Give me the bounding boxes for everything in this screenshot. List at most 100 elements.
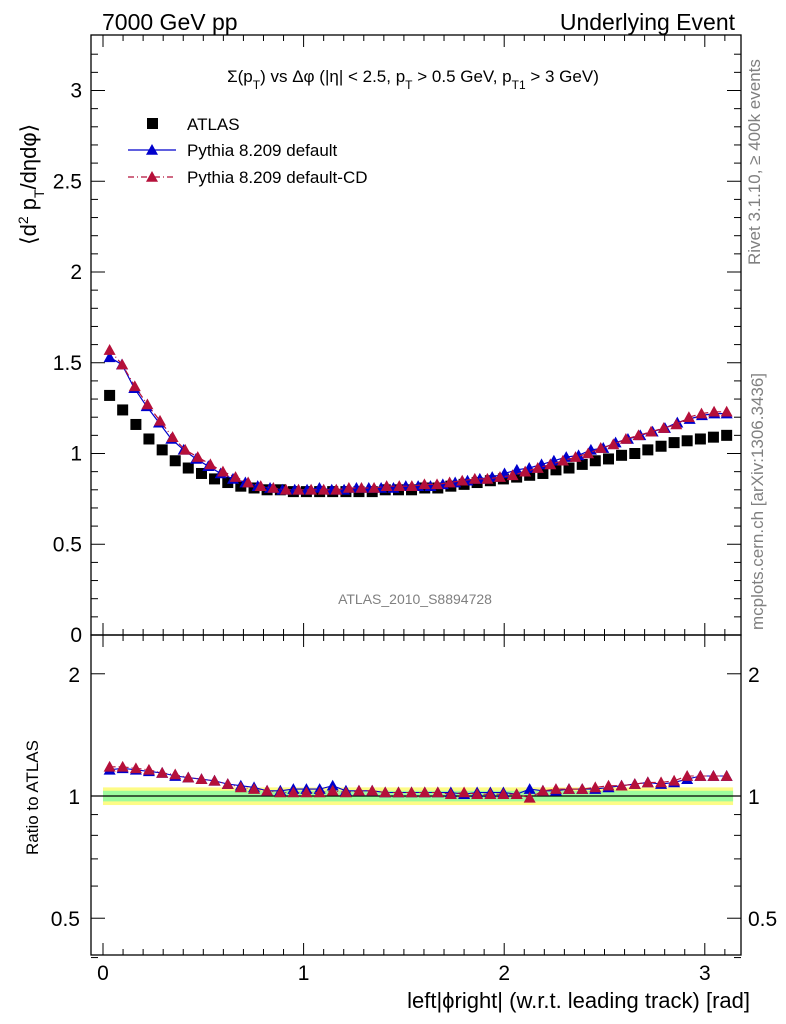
ratio-cd-point — [484, 788, 497, 800]
ratio-cd-point — [668, 774, 681, 786]
pythia-cd-point — [682, 411, 695, 422]
legend-label: Pythia 8.209 default — [187, 141, 338, 160]
pythia-cd-point — [619, 432, 632, 444]
ratio-cd-point — [602, 779, 615, 791]
ratio-cd-point — [523, 791, 536, 803]
ratio-cd-point — [195, 773, 208, 784]
pythia-cd-point — [481, 472, 494, 484]
ratio-cd-point — [431, 786, 444, 798]
pythia-cd-point — [128, 380, 141, 392]
pythia-cd-point — [670, 418, 683, 430]
ratio-ylabel: Ratio to ATLAS — [23, 740, 42, 855]
ratio-cd-point — [615, 779, 628, 791]
ratio-cd-point — [287, 786, 300, 798]
ratio-cd-point — [641, 776, 654, 788]
pythia-cd-point — [292, 483, 305, 495]
pythia-cd-point — [720, 405, 733, 417]
rivet-version-text: Rivet 3.1.10, ≥ 400k events — [745, 59, 764, 265]
pythia-cd-point — [393, 480, 406, 491]
ratio-cd-point — [129, 762, 142, 774]
pythia-cd-point — [405, 480, 418, 491]
y-tick-label: 2 — [70, 261, 82, 284]
pythia-cd-point — [418, 478, 431, 490]
pythia-cd-point — [368, 481, 381, 493]
ratio-cd-point — [169, 768, 182, 780]
atlas-data-point — [616, 449, 628, 461]
atlas-data-point — [589, 455, 601, 467]
pythia-cd-point — [519, 465, 532, 477]
atlas-data-point — [603, 453, 615, 465]
pythia-default-point — [103, 351, 116, 363]
atlas-data-point — [130, 418, 142, 430]
ratio-cd-point — [261, 784, 274, 796]
x-tick-label: 1 — [298, 962, 310, 985]
plot-frames — [90, 34, 742, 956]
ratio-cd-point — [549, 783, 562, 794]
ratio-cd-point — [208, 774, 221, 786]
ratio-cd-point — [576, 783, 589, 794]
pythia-cd-point — [695, 407, 708, 419]
ratio-cd-point — [300, 786, 313, 798]
ratio-cd-point — [379, 786, 392, 798]
ratio-cd-point — [655, 776, 668, 788]
analysis-id-label: ATLAS_2010_S8894728 — [338, 591, 492, 607]
ratio-cd-point — [116, 760, 129, 772]
ratio-y-tick-label-right: 0.5 — [748, 908, 777, 931]
atlas-data-point — [576, 458, 588, 470]
y-tick-label: 0.5 — [53, 533, 82, 556]
ratio-cd-point — [418, 786, 431, 798]
atlas-data-point — [655, 440, 667, 452]
ratio-cd-point — [221, 778, 234, 789]
legend: ATLAS Pythia 8.209 default Pythia 8.209 de… — [128, 115, 368, 187]
atlas-data-point — [182, 462, 194, 474]
x-axis-label: left|ϕright| (w.r.t. leading track) [rad… — [407, 988, 750, 1013]
ratio-cd-point — [458, 786, 471, 798]
pythia-cd-point — [153, 414, 166, 426]
pythia-cd-point — [456, 474, 469, 486]
ratio-cd-point — [103, 760, 116, 772]
pythia-cd-point — [645, 425, 658, 437]
ratio-cd-point — [444, 788, 457, 800]
main-ylabel: ⟨d2 pT/dηdφ⟩ — [15, 124, 47, 245]
atlas-data-point — [694, 433, 706, 445]
header-left: 7000 GeV pp — [102, 9, 238, 35]
x-tick-label: 0 — [97, 962, 109, 985]
pythia-cd-point — [582, 447, 595, 459]
ratio-cd-point — [720, 770, 733, 781]
pythia-cd-point — [355, 481, 368, 493]
legend-marker-cd — [146, 171, 158, 182]
ratio-panel-frame — [90, 634, 742, 956]
pythia-cd-point — [279, 483, 292, 495]
pythia-cd-point — [556, 454, 569, 466]
ratio-y-tick-label: 1 — [68, 786, 80, 809]
pythia-cd-point — [569, 451, 582, 462]
ratio-cd-point — [628, 778, 641, 789]
ratio-cd-point — [562, 783, 575, 794]
ratio-cd-point — [248, 783, 261, 794]
pythia-cd-point — [242, 476, 255, 488]
pythia-cd-point — [103, 344, 116, 355]
ratio-cd-point — [339, 786, 352, 798]
pythia-cd-point — [166, 431, 179, 442]
ratio-cd-point — [326, 784, 339, 796]
y-tick-label: 1.5 — [53, 352, 82, 375]
ratio-cd-point — [313, 786, 326, 798]
ratio-cd-point — [274, 786, 287, 798]
ratio-default-point — [523, 783, 536, 794]
plot-title: Σ(pT) vs Δφ (|η| < 2.5, pT > 0.5 GeV, pT… — [227, 67, 599, 92]
atlas-data-point — [629, 448, 641, 459]
atlas-data-point — [642, 444, 654, 456]
ratio-cd-point — [234, 781, 247, 793]
atlas-data-point — [195, 467, 207, 479]
axis-ticks: 0 1 2 3 0 0.5 1 1.5 2 2.5 3 0.5 0.5 1 1 2 2 — [51, 35, 777, 985]
atlas-data-point — [550, 464, 562, 476]
atlas-data-point — [707, 431, 719, 443]
pythia-cd-point — [708, 405, 721, 417]
pythia-cd-point — [254, 480, 267, 491]
atlas-data-point — [156, 444, 168, 456]
y-tick-label: 3 — [70, 80, 82, 103]
ratio-y-tick-label-right: 2 — [748, 664, 760, 687]
atlas-data-point — [681, 435, 693, 447]
pythia-cd-point — [305, 483, 318, 495]
ratio-cd-point — [182, 771, 195, 783]
